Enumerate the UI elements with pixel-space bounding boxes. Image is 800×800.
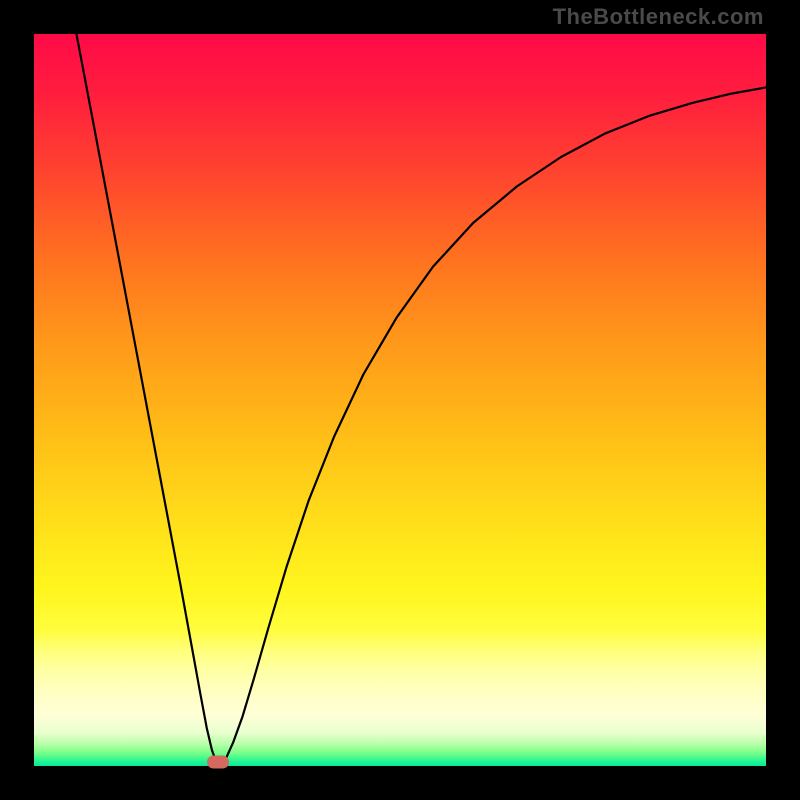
curve-svg — [34, 34, 766, 766]
chart-container: { "chart": { "type": "line", "canvas_siz… — [0, 0, 800, 800]
watermark-text: TheBottleneck.com — [553, 4, 764, 30]
minimum-marker — [207, 755, 229, 768]
bottleneck-curve — [76, 34, 766, 765]
plot-area — [34, 34, 766, 766]
